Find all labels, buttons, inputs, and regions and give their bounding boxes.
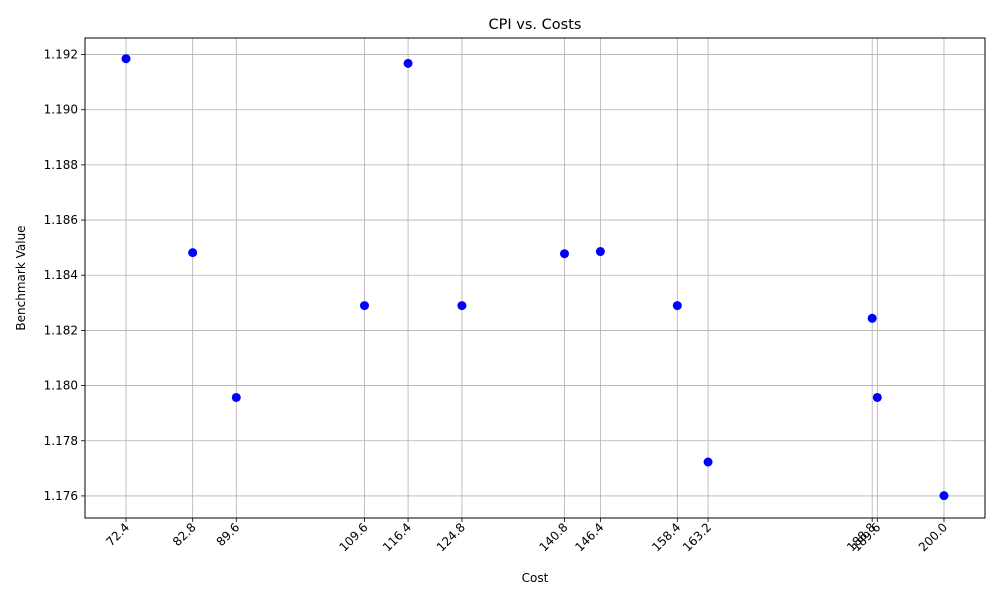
x-tick-label: 82.8: [170, 520, 199, 549]
x-tick-label: 124.8: [434, 520, 468, 554]
x-tick-label: 158.4: [649, 520, 683, 554]
y-tick-label: 1.190: [44, 103, 78, 117]
data-point: [559, 249, 569, 259]
y-axis-label: Benchmark Value: [14, 225, 28, 330]
y-tick-label: 1.184: [44, 268, 78, 282]
y-tick-label: 1.186: [44, 213, 78, 227]
grid: [85, 38, 985, 518]
data-point: [231, 392, 241, 402]
data-point: [872, 392, 882, 402]
chart-title: CPI vs. Costs: [489, 17, 582, 33]
y-tick-label: 1.192: [44, 48, 78, 62]
x-axis-label: Cost: [522, 571, 549, 585]
x-tick-label: 146.4: [572, 520, 606, 554]
plot-area-frame: [84, 37, 986, 519]
x-tick-label: 163.2: [680, 520, 714, 554]
y-tick-label: 1.180: [44, 379, 78, 393]
data-point: [595, 247, 605, 257]
data-point: [188, 248, 198, 258]
data-point: [403, 58, 413, 68]
data-point: [121, 54, 131, 64]
y-tick-label: 1.188: [44, 158, 78, 172]
x-tick-label: 140.8: [536, 520, 570, 554]
data-point: [672, 301, 682, 311]
y-tick-label: 1.182: [44, 323, 78, 337]
y-tick-label: 1.178: [44, 434, 78, 448]
data-point: [703, 457, 713, 467]
data-point: [867, 313, 877, 323]
data-points: [121, 54, 949, 501]
data-point: [939, 491, 949, 501]
data-point: [359, 301, 369, 311]
x-tick-label: 109.6: [336, 520, 370, 554]
x-tick-label: 89.6: [214, 520, 243, 549]
y-tick-label: 1.176: [44, 489, 78, 503]
x-tick-label: 116.4: [380, 520, 414, 554]
data-point: [457, 301, 467, 311]
x-tick-label: 200.0: [916, 520, 950, 554]
x-tick-label: 72.4: [103, 520, 132, 549]
axis-ticks: 72.4 82.8 89.6 109.6 116.4 124.8 140.8 146.4 158…: [44, 48, 950, 555]
